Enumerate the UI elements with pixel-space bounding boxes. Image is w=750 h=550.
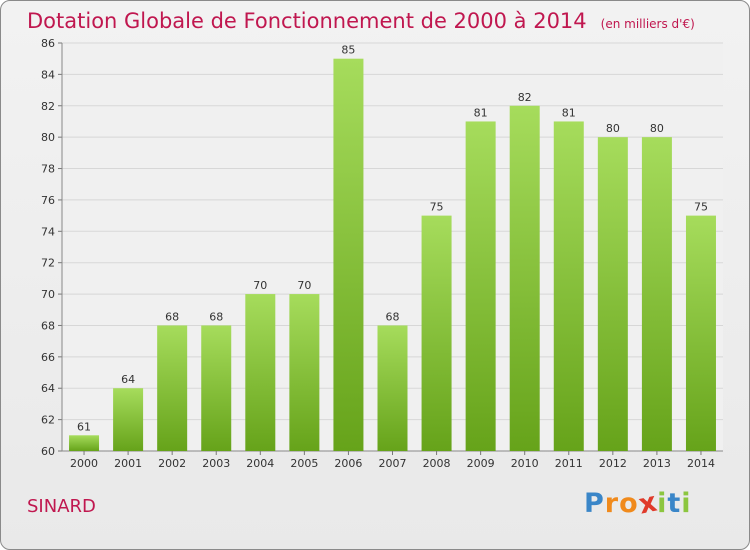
y-tick-label: 70 — [41, 288, 55, 301]
x-tick-label: 2013 — [643, 457, 671, 470]
bar-2014 — [685, 215, 716, 451]
bar-2002 — [157, 325, 188, 451]
y-tick-label: 60 — [41, 445, 55, 458]
logo-letter: i — [657, 488, 668, 519]
bar-2013 — [641, 137, 672, 451]
x-tick-label: 2006 — [334, 457, 362, 470]
x-tick-label: 2009 — [467, 457, 495, 470]
x-tick-label: 2007 — [379, 457, 407, 470]
y-tick-label: 80 — [41, 131, 55, 144]
x-tick-label: 2002 — [158, 457, 186, 470]
proxiti-logo: Proxiti — [584, 486, 692, 520]
bar-2006 — [333, 58, 364, 451]
bar-value-label: 75 — [694, 201, 708, 214]
bar-2000 — [69, 435, 100, 451]
chart-title: Dotation Globale de Fonctionnement de 20… — [27, 9, 587, 33]
bar-2008 — [421, 215, 452, 451]
bar-value-label: 70 — [253, 279, 267, 292]
x-tick-label: 2010 — [511, 457, 539, 470]
x-tick-label: 2011 — [555, 457, 583, 470]
bar-2007 — [377, 325, 408, 451]
y-tick-label: 82 — [41, 100, 55, 113]
y-tick-label: 68 — [41, 319, 55, 332]
x-tick-label: 2004 — [246, 457, 274, 470]
x-tick-label: 2005 — [290, 457, 318, 470]
bar-value-label: 80 — [606, 122, 620, 135]
bar-value-label: 85 — [341, 44, 355, 57]
y-tick-label: 62 — [41, 414, 55, 427]
bar-2004 — [245, 294, 276, 451]
y-tick-label: 78 — [41, 163, 55, 176]
y-tick-label: 84 — [41, 68, 55, 81]
x-tick-label: 2008 — [423, 457, 451, 470]
y-tick-label: 66 — [41, 351, 55, 364]
logo-letter: o — [619, 488, 639, 519]
bar-2001 — [113, 388, 144, 451]
y-tick-label: 72 — [41, 257, 55, 270]
bar-value-label: 75 — [430, 201, 444, 214]
bar-value-label: 64 — [121, 373, 135, 386]
bar-value-label: 68 — [165, 310, 179, 323]
bar-2005 — [289, 294, 320, 451]
bar-2011 — [553, 121, 584, 451]
bar-2003 — [201, 325, 232, 451]
x-tick-label: 2012 — [599, 457, 627, 470]
bar-value-label: 70 — [297, 279, 311, 292]
commune-name: SINARD — [27, 496, 96, 517]
logo-letter: t — [667, 488, 682, 519]
x-tick-label: 2003 — [202, 457, 230, 470]
chart-subtitle: (en milliers d'€) — [600, 17, 695, 31]
title-row: Dotation Globale de Fonctionnement de 20… — [27, 9, 695, 33]
bar-value-label: 80 — [650, 122, 664, 135]
x-tick-label: 2000 — [70, 457, 98, 470]
bar-value-label: 82 — [518, 91, 532, 104]
bar-2009 — [465, 121, 496, 451]
bar-2010 — [509, 105, 540, 452]
y-tick-label: 86 — [41, 37, 55, 50]
y-tick-label: 74 — [41, 225, 55, 238]
x-tick-label: 2001 — [114, 457, 142, 470]
y-tick-label: 76 — [41, 194, 55, 207]
bar-2012 — [597, 137, 628, 451]
x-tick-label: 2014 — [687, 457, 715, 470]
bar-value-label: 61 — [77, 420, 91, 433]
bar-value-label: 68 — [209, 310, 223, 323]
bar-value-label: 68 — [386, 310, 400, 323]
logo-letter: i — [681, 488, 692, 519]
logo-letter: r — [604, 488, 620, 519]
y-tick-label: 64 — [41, 382, 55, 395]
bar-value-label: 81 — [474, 106, 488, 119]
logo-letter: P — [584, 488, 605, 519]
bar-value-label: 81 — [562, 106, 576, 119]
